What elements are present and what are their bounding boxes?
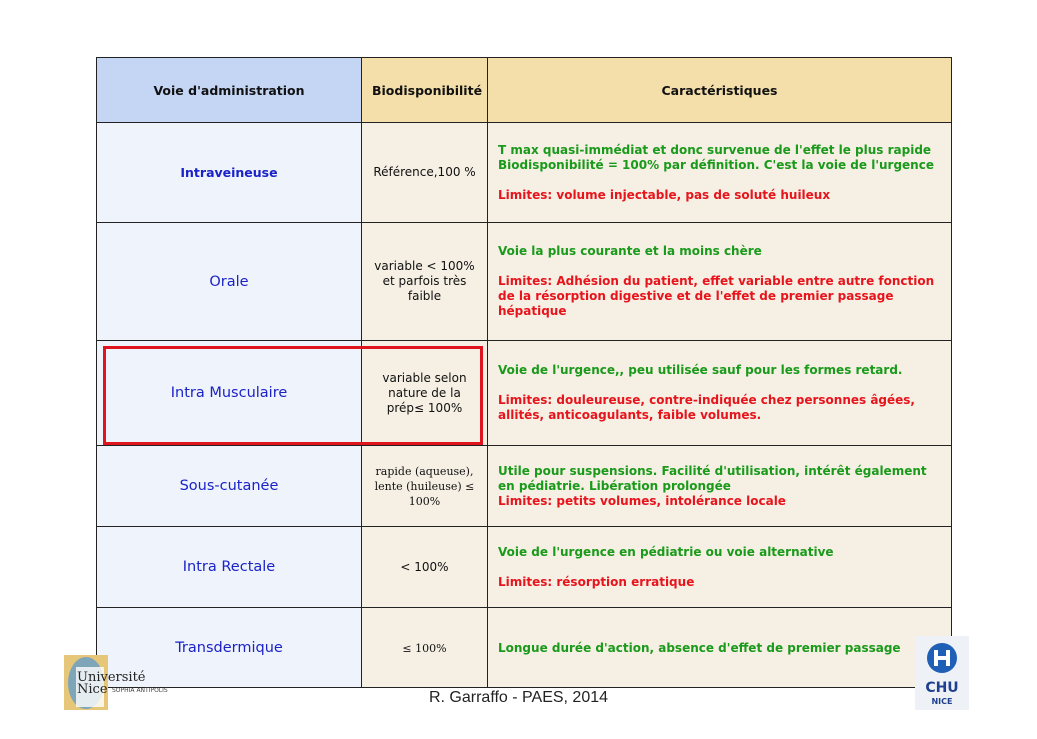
red-text: Limites: douleureuse, contre-indiquée ch… xyxy=(498,393,915,422)
highlight-box xyxy=(103,346,483,445)
caract-cell: T max quasi-immédiat et donc survenue de… xyxy=(487,122,952,223)
bio-cell: Référence,100 % xyxy=(361,122,488,223)
voie-cell: Intraveineuse xyxy=(96,122,362,223)
green-text: Longue durée d'action, absence d'effet d… xyxy=(498,641,901,655)
green-text: Utile pour suspensions. Facilité d'utili… xyxy=(498,463,927,493)
svg-text:Université: Université xyxy=(77,670,146,685)
administration-routes-table: Voie d'administration Biodisponibilité C… xyxy=(96,57,952,688)
caract-cell: Longue durée d'action, absence d'effet d… xyxy=(487,607,952,688)
svg-text:Nice: Nice xyxy=(77,682,108,697)
table-row: Intra Rectale < 100% Voie de l'urgence e… xyxy=(96,526,952,608)
green-text: Biodisponibilité = 100% par définition. … xyxy=(498,157,934,172)
header-caract: Caractéristiques xyxy=(487,57,952,123)
bio-cell: < 100% xyxy=(361,526,488,608)
caract-cell: Voie de l'urgence,, peu utilisée sauf po… xyxy=(487,340,952,446)
voie-cell: Intra Musculaire xyxy=(96,340,362,446)
red-text: Limites: volume injectable, pas de solut… xyxy=(498,187,831,202)
green-text: Voie la plus courante et la moins chère xyxy=(498,244,762,258)
caract-cell: Voie de l'urgence en pédiatrie ou voie a… xyxy=(487,526,952,608)
chu-nice-logo: CHU NICE xyxy=(915,636,969,710)
green-text: Voie de l'urgence,, peu utilisée sauf po… xyxy=(498,363,903,377)
header-voie: Voie d'administration xyxy=(96,57,362,123)
bio-cell: rapide (aqueuse), lente (huileuse) ≤ 100… xyxy=(361,445,488,527)
table-row: Intraveineuse Référence,100 % T max quas… xyxy=(96,122,952,223)
green-text: T max quasi-immédiat et donc survenue de… xyxy=(498,142,932,157)
svg-text:SOPHIA ANTIPOLIS: SOPHIA ANTIPOLIS xyxy=(112,687,168,694)
universite-nice-logo: Université Nice SOPHIA ANTIPOLIS xyxy=(64,655,199,710)
bio-cell: variable < 100% et parfois très faible xyxy=(361,222,488,341)
header-row: Voie d'administration Biodisponibilité C… xyxy=(96,57,952,123)
table-row: Orale variable < 100% et parfois très fa… xyxy=(96,222,952,341)
table-row: Transdermique ≤ 100% Longue durée d'acti… xyxy=(96,607,952,688)
red-text: Limites: résorption erratique xyxy=(498,574,695,589)
svg-text:CHU: CHU xyxy=(925,680,958,696)
voie-cell: Sous-cutanée xyxy=(96,445,362,527)
voie-cell: Transdermique xyxy=(96,607,362,688)
bio-cell: ≤ 100% xyxy=(361,607,488,688)
caract-cell: Voie la plus courante et la moins chère L… xyxy=(487,222,952,341)
voie-cell: Intra Rectale xyxy=(96,526,362,608)
header-bio: Biodisponibilité xyxy=(361,57,488,123)
footer-credit: R. Garraffo - PAES, 2014 xyxy=(428,689,609,706)
caract-cell: Utile pour suspensions. Facilité d'utili… xyxy=(487,445,952,527)
red-text: Limites: Adhésion du patient, effet vari… xyxy=(498,274,935,318)
green-text: Voie de l'urgence en pédiatrie ou voie a… xyxy=(498,544,834,559)
red-text: Limites: petits volumes, intolérance loc… xyxy=(498,493,786,508)
voie-cell: Orale xyxy=(96,222,362,341)
table-row: Sous-cutanée rapide (aqueuse), lente (hu… xyxy=(96,445,952,527)
svg-text:NICE: NICE xyxy=(931,697,952,706)
table-row: Intra Musculaire variable selon nature d… xyxy=(96,340,952,446)
bio-cell: variable selon nature de la prép≤ 100% xyxy=(361,340,488,446)
